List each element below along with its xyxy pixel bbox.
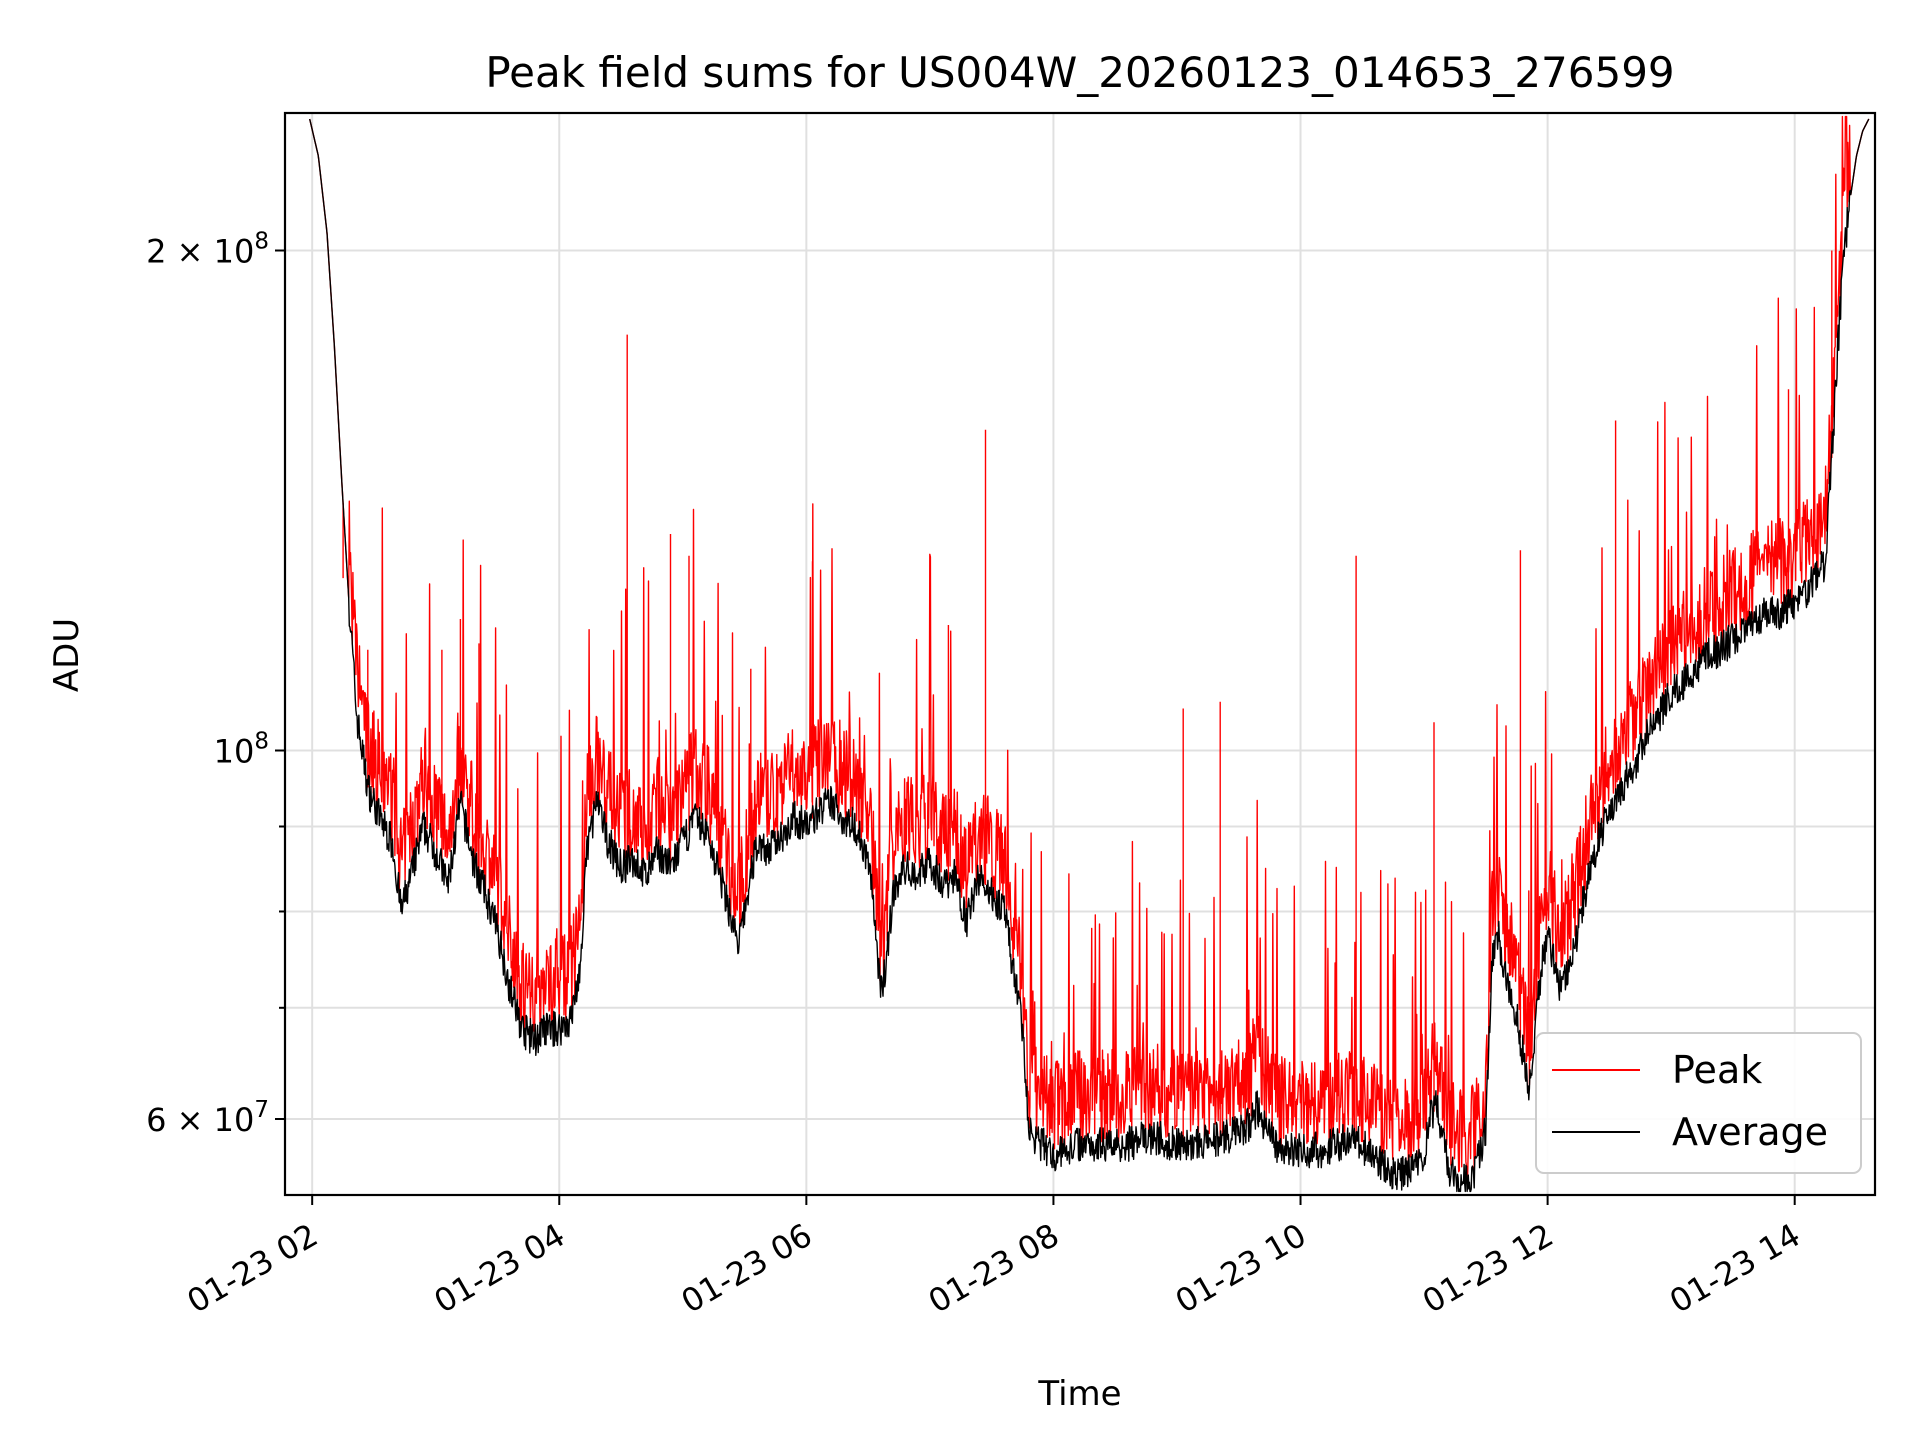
legend: Peak Average [1535, 1032, 1862, 1174]
peak-series-spikes [342, 250, 1833, 1144]
y-tick-label-exponent: 8 [254, 229, 269, 255]
legend-label-average: Average [1672, 1110, 1828, 1154]
y-tick-label-exponent: 8 [254, 729, 269, 755]
y-tick-label-base: 10 [214, 733, 255, 771]
x-axis-label: Time [1037, 1374, 1121, 1414]
y-tick-label-base: 2 × 10 [146, 233, 254, 271]
y-axis-label: ADU [47, 618, 87, 692]
y-tick-label-base: 6 × 10 [146, 1101, 254, 1139]
legend-label-peak: Peak [1672, 1048, 1762, 1092]
peak-series-line [309, 115, 1870, 1178]
series-group [309, 115, 1870, 1193]
plot-frame [283, 111, 1877, 1197]
chart-title: Peak field sums for US004W_20260123_0146… [485, 48, 1674, 97]
y-tick-label-exponent: 7 [254, 1097, 269, 1123]
y-tick-label: 2 × 108 [146, 229, 269, 271]
y-tick-label: 108 [214, 729, 269, 771]
y-tick-label: 6 × 107 [146, 1097, 269, 1139]
average-series-line [309, 118, 1870, 1193]
legend-box [1535, 1032, 1862, 1174]
